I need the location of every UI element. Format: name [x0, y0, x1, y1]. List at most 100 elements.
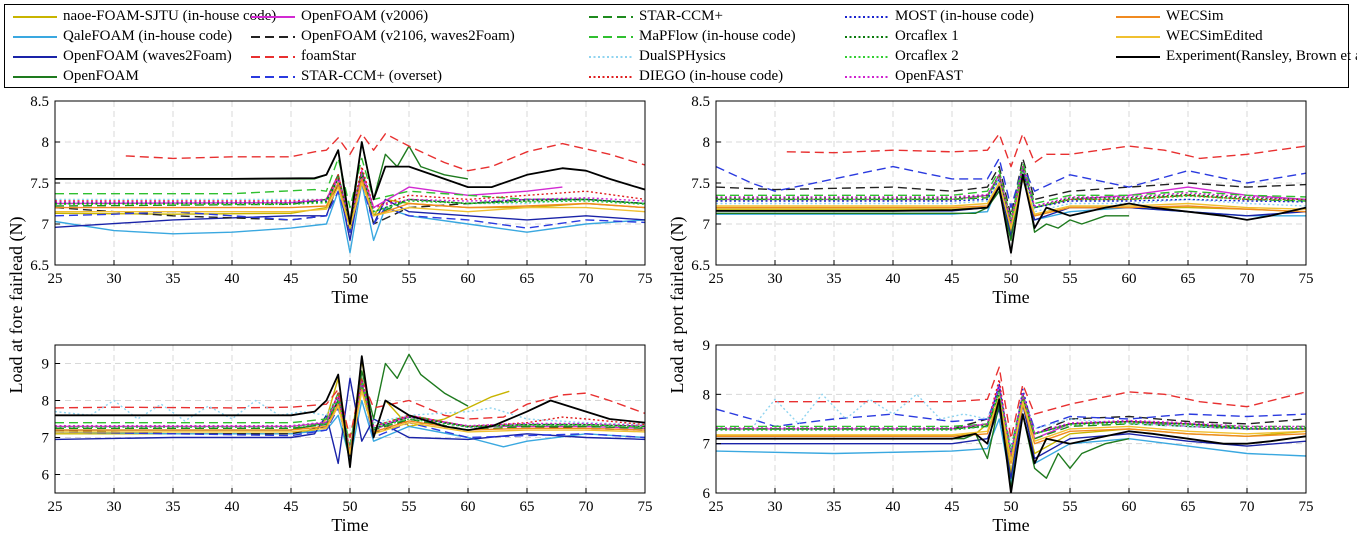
series-line [55, 381, 645, 452]
chart-panel-2: 25 30 35 40 45 50 55 60 65 70 75 6.5 7 7.5 8 8.5 Time [691, 94, 1313, 307]
x-tick-label: 45 [945, 271, 960, 287]
series-line [716, 393, 1306, 455]
x-tick-label: 35 [827, 499, 842, 515]
series-line [55, 174, 645, 221]
legend-swatch [589, 75, 633, 78]
series-line [716, 173, 1306, 254]
series-line [716, 391, 1306, 455]
x-tick-label: 65 [520, 499, 535, 515]
legend-entry: Orcaflex 1 [843, 26, 959, 47]
series-line [716, 165, 1306, 224]
x-tick-label: 40 [225, 499, 240, 515]
series-line [786, 133, 1306, 168]
x-tick-label: 70 [1240, 271, 1255, 287]
series-line [716, 398, 1306, 465]
legend-label: Orcaflex 1 [895, 28, 959, 44]
series-line [716, 157, 1306, 217]
y-tick-label: 6 [42, 468, 50, 484]
x-tick-label: 30 [107, 271, 122, 287]
series-line [55, 353, 469, 465]
y-tick-label: 7 [42, 431, 50, 447]
legend-label: STAR-CCM+ (overset) [301, 68, 442, 84]
x-tick-label: 60 [461, 499, 476, 515]
series-line [775, 366, 1306, 440]
series-line [55, 169, 645, 225]
y-axis-label-right: Load at port fairlead (N) [667, 217, 688, 394]
legend-label: naoe-FOAM-SJTU (in-house code) [63, 8, 277, 24]
y-tick-label: 7 [703, 217, 711, 233]
x-tick-label: 35 [166, 271, 181, 287]
series-line [716, 393, 1306, 455]
legend-entry: Experiment(Ransley, Brown et al. 2022) [1114, 46, 1357, 67]
legend-label: DualSPHysics [639, 48, 726, 64]
legend: naoe-FOAM-SJTU (in-house code) QaleFOAM (… [4, 4, 1357, 88]
x-tick-label: 25 [48, 499, 63, 515]
series-line [55, 157, 645, 209]
x-tick-label: 45 [945, 499, 960, 515]
legend-swatch [251, 75, 295, 78]
legend-label: OpenFOAM [63, 68, 139, 84]
legend-entry: WECSimEdited [1114, 26, 1263, 47]
series-line [55, 174, 645, 225]
legend-swatch [251, 55, 295, 58]
legend-label: MOST (in-house code) [895, 8, 1034, 24]
series-line [125, 133, 645, 172]
x-tick-label: 50 [343, 499, 358, 515]
legend-entry: OpenFAST [843, 66, 963, 87]
y-tick-label: 7 [703, 437, 711, 453]
y-tick-label: 8 [42, 394, 50, 410]
legend-entry: Orcaflex 2 [843, 46, 959, 67]
series-line [55, 141, 645, 225]
legend-swatch [1116, 55, 1160, 58]
x-tick-label: 60 [1122, 499, 1137, 515]
x-axis-label: Time [331, 287, 368, 307]
series-line [716, 396, 1306, 462]
x-tick-label: 35 [166, 499, 181, 515]
y-axis-label-left: Load at fore fairlead (N) [6, 217, 27, 394]
legend-swatch [589, 15, 633, 18]
x-tick-label: 65 [1181, 271, 1196, 287]
legend-entry: OpenFOAM (v2006) [249, 6, 428, 27]
x-axis-label: Time [992, 515, 1029, 535]
legend-swatch [589, 55, 633, 58]
legend-swatch [845, 15, 889, 18]
series-line [55, 383, 645, 453]
legend-swatch [589, 35, 633, 38]
legend-swatch [251, 35, 295, 38]
x-tick-label: 65 [1181, 499, 1196, 515]
legend-entry: OpenFOAM (v2106, waves2Foam) [249, 26, 515, 47]
series-line [716, 157, 1306, 209]
x-tick-label: 50 [1004, 499, 1019, 515]
series-line [55, 182, 645, 229]
y-tick-label: 8 [703, 135, 711, 151]
legend-swatch [845, 55, 889, 58]
series-line [716, 175, 1306, 229]
series-line [716, 165, 1306, 225]
series-line [716, 398, 1306, 493]
legend-entry: QaleFOAM (in-house code) [11, 26, 232, 47]
x-tick-label: 35 [827, 271, 842, 287]
legend-label: MaPFlow (in-house code) [639, 28, 796, 44]
legend-label: WECSim [1166, 8, 1224, 24]
legend-entry: OpenFOAM [11, 66, 139, 87]
legend-entry: DIEGO (in-house code) [587, 66, 783, 87]
x-axis-label: Time [992, 287, 1029, 307]
y-tick-label: 7.5 [691, 176, 710, 192]
x-tick-label: 70 [1240, 499, 1255, 515]
x-tick-label: 30 [768, 499, 783, 515]
legend-label: OpenFOAM (v2006) [301, 8, 429, 24]
x-tick-label: 40 [886, 499, 901, 515]
x-tick-label: 30 [768, 271, 783, 287]
series-line [55, 377, 645, 446]
legend-swatch [13, 55, 57, 58]
y-tick-label: 8.5 [691, 94, 710, 110]
series-line [55, 355, 645, 469]
legend-swatch [251, 15, 295, 18]
series-line [716, 165, 1306, 225]
x-tick-label: 55 [1063, 271, 1078, 287]
legend-label: DIEGO (in-house code) [639, 68, 784, 84]
chart-panel-4: 25 30 35 40 45 50 55 60 65 70 75 6 7 8 9 Time [703, 338, 1314, 535]
legend-label: WECSimEdited [1166, 28, 1263, 44]
y-tick-label: 6.5 [30, 258, 49, 274]
